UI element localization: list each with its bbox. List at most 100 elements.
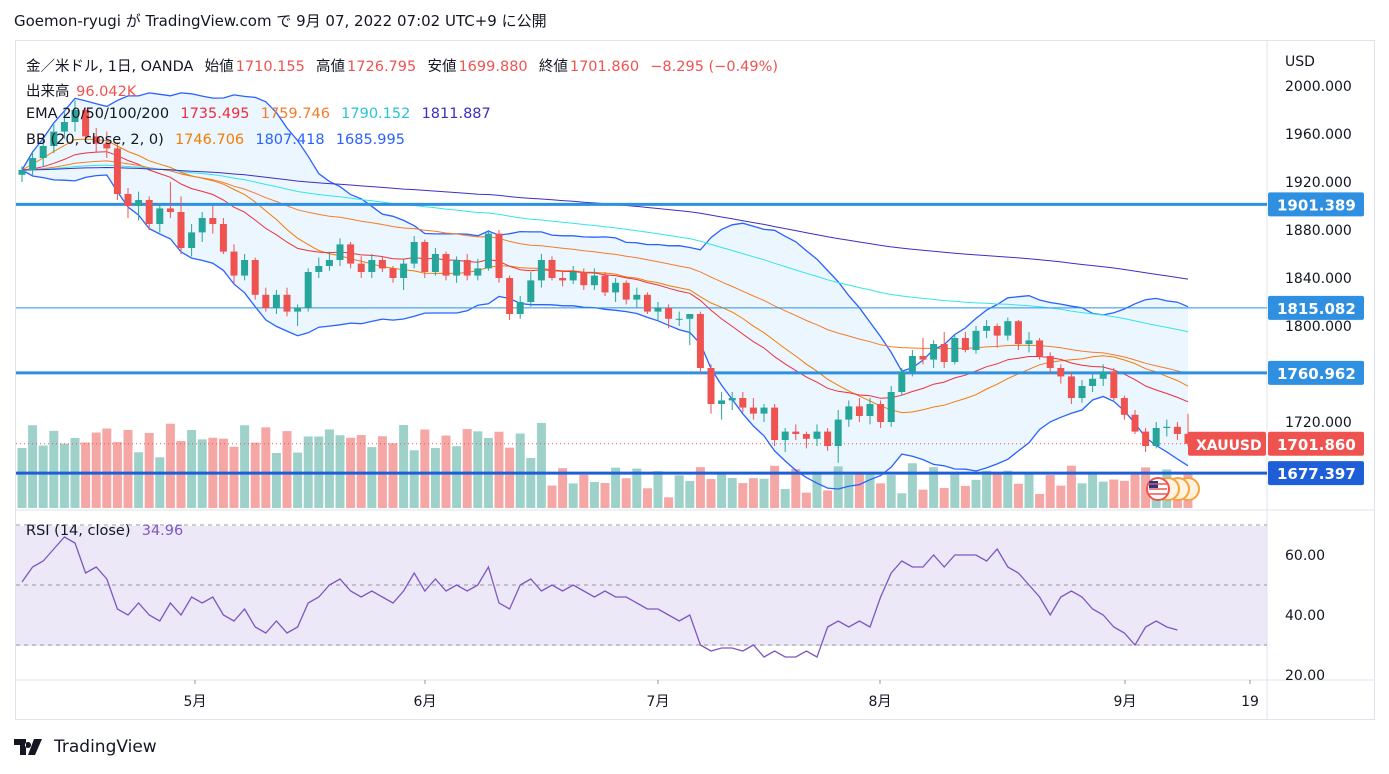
- volume-bar: [929, 467, 939, 508]
- level-badge-1901: 1901.389: [1277, 196, 1356, 214]
- time-tick-label: 5月: [184, 694, 207, 710]
- volume-bar: [356, 435, 366, 508]
- volume-bar: [801, 492, 811, 508]
- volume-bar: [1130, 474, 1140, 508]
- candle-body: [156, 208, 164, 224]
- volume-label[interactable]: 出来高: [26, 84, 70, 100]
- level-badge-1677-bg: [1268, 461, 1364, 486]
- candle-body: [675, 318, 683, 320]
- candle-body: [1152, 428, 1160, 446]
- rsi-label[interactable]: RSI (14, close): [26, 523, 131, 539]
- volume-bar: [17, 448, 27, 508]
- candle-body: [357, 263, 365, 272]
- volume-bar: [907, 463, 917, 508]
- symbol-line[interactable]: 金／米ドル, 1日, OANDA: [26, 59, 194, 75]
- volume-bar: [324, 429, 334, 508]
- price-tick-label: 1840.000: [1285, 271, 1352, 287]
- time-tick-label: 9月: [1114, 694, 1137, 710]
- candle-body: [368, 260, 376, 272]
- volume-bar: [123, 429, 133, 508]
- ema-legend: EMA 20/50/100/200 1735.495 1759.746 1790…: [26, 106, 493, 122]
- candle-body: [1163, 426, 1171, 428]
- chart-frame: [15, 40, 1375, 720]
- volume-bar: [526, 457, 536, 508]
- candle-body: [209, 218, 217, 224]
- candle-body: [294, 308, 302, 312]
- volume-bar: [876, 483, 886, 508]
- candle-body: [1004, 321, 1012, 336]
- open-value: 1710.155: [235, 59, 305, 75]
- volume-bar: [367, 447, 377, 508]
- candle-body: [39, 146, 47, 158]
- bb-label[interactable]: BB (20, close, 2, 0): [26, 132, 164, 148]
- volume-value: 96.042K: [76, 84, 137, 100]
- candle-body: [1057, 368, 1065, 377]
- candle-body: [940, 344, 948, 362]
- volume-bar: [473, 431, 483, 508]
- volume-bar: [674, 475, 684, 508]
- candle-body: [82, 110, 90, 137]
- volume-bar: [844, 474, 854, 508]
- volume-bar: [589, 482, 599, 508]
- bb-lower-value: 1685.995: [335, 132, 405, 148]
- ema-label[interactable]: EMA 20/50/100/200: [26, 106, 170, 122]
- candle-body: [866, 404, 874, 416]
- candle-body: [612, 282, 620, 293]
- volume-bar: [812, 473, 822, 508]
- open-label: 始値: [204, 59, 234, 75]
- ema100-line: [21, 164, 1189, 333]
- candle-body: [410, 242, 418, 264]
- volume-bar: [505, 447, 515, 508]
- volume-bar: [420, 429, 430, 508]
- candle-body: [463, 260, 471, 276]
- time-tick-label: 7月: [647, 694, 670, 710]
- volume-bar: [49, 430, 59, 508]
- candle-body: [961, 338, 969, 350]
- candle-body: [1142, 431, 1150, 446]
- ema200-value: 1811.887: [421, 106, 491, 122]
- level-badge-1901-bg: [1268, 192, 1364, 217]
- candle-body: [177, 212, 185, 248]
- volume-bar: [600, 482, 610, 508]
- candle-body: [431, 254, 439, 272]
- candle-body: [622, 282, 630, 300]
- volume-bar: [1066, 465, 1076, 508]
- price-tick-label: 1880.000: [1285, 223, 1352, 239]
- ema50-line: [21, 160, 1189, 375]
- rsi-tick-label: 20.00: [1285, 668, 1325, 684]
- candle-body: [272, 294, 280, 308]
- candle-body: [484, 233, 492, 269]
- candle-body: [262, 294, 270, 308]
- volume-bar: [282, 431, 292, 508]
- ema20-value: 1735.495: [180, 106, 250, 122]
- volume-bar: [748, 478, 758, 508]
- close-label: 終値: [538, 59, 568, 75]
- candle-body: [1025, 340, 1033, 344]
- candle-body: [951, 338, 959, 362]
- volume-bar: [1024, 472, 1034, 508]
- candle-body: [347, 244, 355, 264]
- candle-body: [983, 326, 991, 331]
- candle-body: [739, 398, 747, 408]
- volume-bar: [399, 425, 409, 508]
- footer-brand[interactable]: TradingView: [14, 737, 157, 757]
- bb-mid-value: 1746.706: [174, 132, 245, 148]
- volume-bar: [388, 443, 398, 508]
- volume-bar: [759, 478, 769, 508]
- candle-body: [145, 200, 153, 224]
- volume-bar: [1003, 470, 1013, 508]
- price-tick-label: 1920.000: [1285, 175, 1352, 191]
- candle-body: [930, 344, 938, 360]
- symbol-badge: XAUUSD: [1196, 438, 1262, 454]
- volume-bar: [727, 478, 737, 508]
- candle-body: [92, 136, 100, 144]
- volume-bar: [1035, 493, 1045, 508]
- candle-body: [124, 194, 132, 206]
- volume-bar: [250, 442, 260, 508]
- time-tick-label: 6月: [414, 694, 437, 710]
- volume-bar: [1056, 485, 1066, 508]
- candle-body: [718, 400, 726, 404]
- candle-body: [590, 275, 598, 286]
- volume-bar: [1119, 480, 1129, 508]
